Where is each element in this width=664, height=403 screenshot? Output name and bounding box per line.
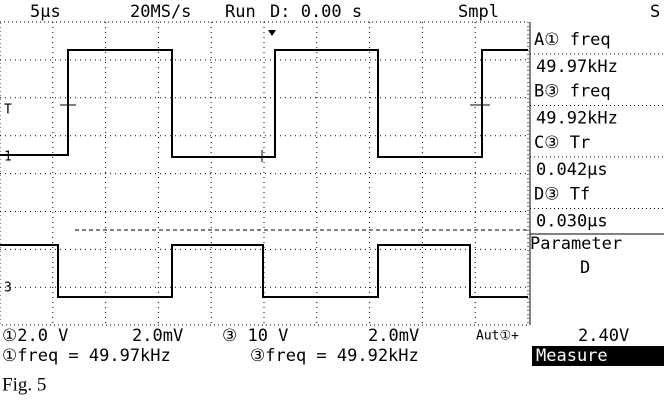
ch1-scale: ①2.0 V	[2, 326, 68, 346]
parameter-label: Parameter	[530, 234, 622, 254]
ch3-scale: ③ 10 V	[222, 326, 288, 346]
trigger-setting: Aut①+	[476, 329, 519, 344]
ch3-readout: ③freq = 49.92kHz	[250, 346, 419, 366]
measure-value: 49.97kHz	[536, 57, 618, 77]
header-extra: S	[650, 2, 660, 22]
sample-rate: 20MS/s	[130, 2, 191, 22]
trigger-marker: T	[4, 103, 12, 118]
ch3-marker: 3	[4, 281, 12, 296]
ch1-waveform	[0, 49, 528, 158]
run-state: Run	[225, 2, 256, 22]
measure-label: D③ Tf	[534, 185, 590, 205]
menu-highlight	[532, 346, 664, 366]
measure-panel: A① freq 49.97kHz B③ freq 49.92kHz C③ Tr 0.042…	[529, 22, 664, 325]
ch1-probe: 2.0mV	[132, 326, 183, 346]
ch3-waveform	[0, 244, 528, 298]
graticule	[0, 22, 528, 325]
trigger-level: 2.40V	[578, 326, 629, 346]
graticule-border	[0, 21, 529, 326]
parameter-value: D	[580, 258, 590, 278]
timebase: 5μs	[30, 2, 61, 22]
ch3-probe: 2.0mV	[368, 326, 419, 346]
acq-mode: Smpl	[458, 2, 499, 22]
menu-label[interactable]: Measure	[536, 346, 608, 366]
ch1-marker: 1	[4, 150, 12, 165]
measure-label: A① freq	[534, 30, 611, 50]
delay: D: 0.00 s	[270, 2, 362, 22]
trigger-position	[268, 30, 276, 36]
measure-value: 49.92kHz	[536, 109, 618, 129]
ch1-readout: ①freq = 49.97kHz	[2, 346, 171, 366]
measure-value: 0.030μs	[536, 212, 608, 232]
measure-value: 0.042μs	[536, 160, 608, 180]
measure-label: B③ freq	[534, 82, 611, 102]
caption: Fig. 5	[2, 374, 46, 395]
measure-label: C③ Tr	[534, 133, 590, 153]
